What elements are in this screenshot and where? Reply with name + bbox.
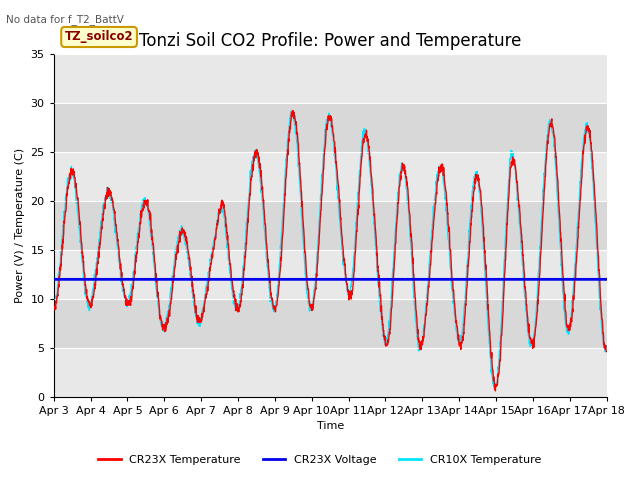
Text: TZ_soilco2: TZ_soilco2 [65,30,133,44]
Bar [54,201,607,250]
X-axis label: Time: Time [317,421,344,432]
Title: Tonzi Soil CO2 Profile: Power and Temperature: Tonzi Soil CO2 Profile: Power and Temper… [139,32,522,50]
Legend: CR23X Temperature, CR23X Voltage, CR10X Temperature: CR23X Temperature, CR23X Voltage, CR10X … [94,451,546,469]
Bar [54,299,607,348]
Bar [54,103,607,152]
Y-axis label: Power (V) / Temperature (C): Power (V) / Temperature (C) [15,148,25,303]
Text: No data for f_T2_BattV: No data for f_T2_BattV [6,14,124,25]
